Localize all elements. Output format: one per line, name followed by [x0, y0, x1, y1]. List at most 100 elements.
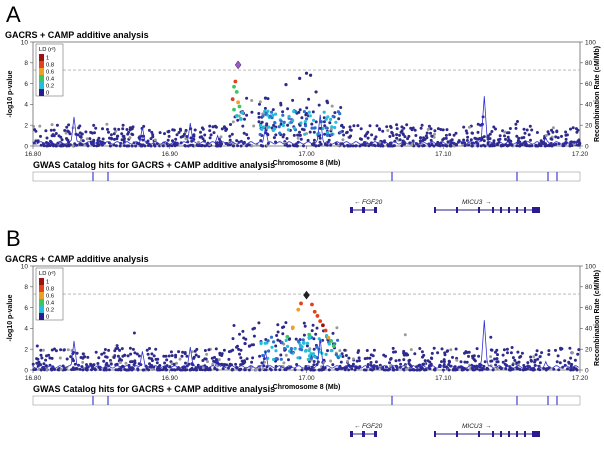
snp-point: [325, 143, 329, 147]
snp-point: [238, 332, 241, 336]
snp-point: [576, 352, 580, 356]
snp-point: [554, 135, 558, 139]
snp-point-ld: [333, 125, 337, 130]
snp-point-ld: [312, 118, 316, 122]
snp-point: [151, 368, 154, 371]
y2-tick-label: 40: [585, 102, 593, 109]
snp-point: [409, 348, 413, 352]
snp-point: [121, 123, 125, 127]
snp-point: [237, 347, 241, 351]
snp-point: [163, 132, 166, 136]
snp-highlight: [301, 341, 306, 345]
snp-point: [348, 125, 352, 129]
lead-snp-marker: [234, 60, 242, 70]
snp-point: [218, 353, 222, 357]
snp-point: [193, 128, 197, 132]
snp-point-ld: [296, 356, 300, 360]
snp-point: [101, 127, 104, 131]
snp-point: [425, 131, 429, 135]
snp-point: [340, 123, 344, 127]
snp-point: [71, 144, 75, 148]
snp-point: [236, 144, 240, 148]
snp-point: [251, 356, 255, 360]
snp-point-ld: [272, 340, 276, 344]
snp-point: [85, 142, 89, 146]
snp-point-ld: [300, 345, 304, 349]
snp-point: [562, 144, 566, 148]
snp-point: [366, 363, 370, 366]
snp-point: [161, 368, 165, 372]
snp-point: [403, 142, 407, 146]
snp-point: [417, 144, 421, 148]
snp-point: [192, 355, 196, 359]
snp-point: [515, 361, 519, 365]
snp-point: [300, 368, 304, 372]
snp-point: [94, 126, 98, 130]
snp-point: [557, 368, 561, 372]
snp-point: [555, 360, 559, 364]
snp-point: [327, 368, 331, 372]
snp-point: [107, 348, 111, 352]
snp-point: [195, 143, 199, 147]
x-tick-label: 16.80: [25, 375, 42, 382]
snp-point-ld: [258, 123, 263, 128]
snp-point: [146, 352, 150, 356]
snp-point: [221, 367, 225, 371]
snp-point: [510, 346, 514, 349]
gene-arrow: ←: [354, 423, 361, 430]
snp-point: [349, 128, 353, 132]
snp-point-ld: [279, 119, 283, 123]
snp-point: [359, 127, 363, 131]
snp-point: [169, 350, 173, 354]
snp-point: [478, 368, 482, 372]
snp-point: [224, 129, 228, 132]
snp-point: [114, 368, 118, 372]
snp-point: [228, 134, 232, 138]
snp-point: [413, 128, 417, 132]
snp-point: [317, 103, 321, 107]
snp-point: [177, 350, 181, 354]
snp-point: [432, 346, 436, 350]
snp-point: [49, 367, 53, 371]
snp-point: [517, 360, 521, 364]
snp-point: [402, 351, 406, 355]
snp-point: [114, 144, 118, 148]
snp-point: [503, 362, 507, 366]
gene-exon: [516, 207, 518, 213]
gwas-track-title: GWAS Catalog hits for GACRS + CAMP addit…: [33, 160, 275, 170]
gene-exon: [478, 431, 480, 437]
snp-point: [279, 353, 283, 357]
snp-point: [551, 126, 555, 130]
snp-point: [442, 363, 446, 366]
snp-point-ld: [305, 341, 310, 345]
snp-point-ld: [266, 339, 270, 343]
y-tick-label: 2: [24, 347, 28, 354]
snp-point: [407, 134, 411, 138]
snp-point: [85, 363, 88, 367]
snp-point: [311, 323, 315, 327]
snp-point: [426, 127, 430, 131]
snp-point: [93, 367, 97, 371]
snp-point: [462, 138, 466, 142]
snp-point: [183, 144, 187, 147]
gene-exon: [508, 207, 510, 213]
snp-point: [408, 368, 412, 372]
snp-point: [416, 368, 420, 372]
snp-point: [335, 326, 339, 330]
snp-point: [128, 136, 132, 140]
snp-point: [252, 343, 255, 347]
snp-point: [65, 357, 69, 361]
snp-point: [252, 334, 256, 338]
snp-point: [208, 136, 212, 140]
y2-tick-label: 40: [585, 326, 593, 333]
snp-point: [522, 364, 526, 367]
snp-point: [185, 135, 189, 138]
snp-point-ld: [313, 126, 317, 130]
y-tick-label: 0: [24, 367, 28, 374]
snp-point: [81, 139, 85, 143]
snp-point: [440, 360, 443, 364]
snp-point: [469, 138, 473, 142]
snp-point: [439, 128, 443, 131]
snp-point: [142, 368, 146, 372]
snp-point: [39, 353, 43, 357]
